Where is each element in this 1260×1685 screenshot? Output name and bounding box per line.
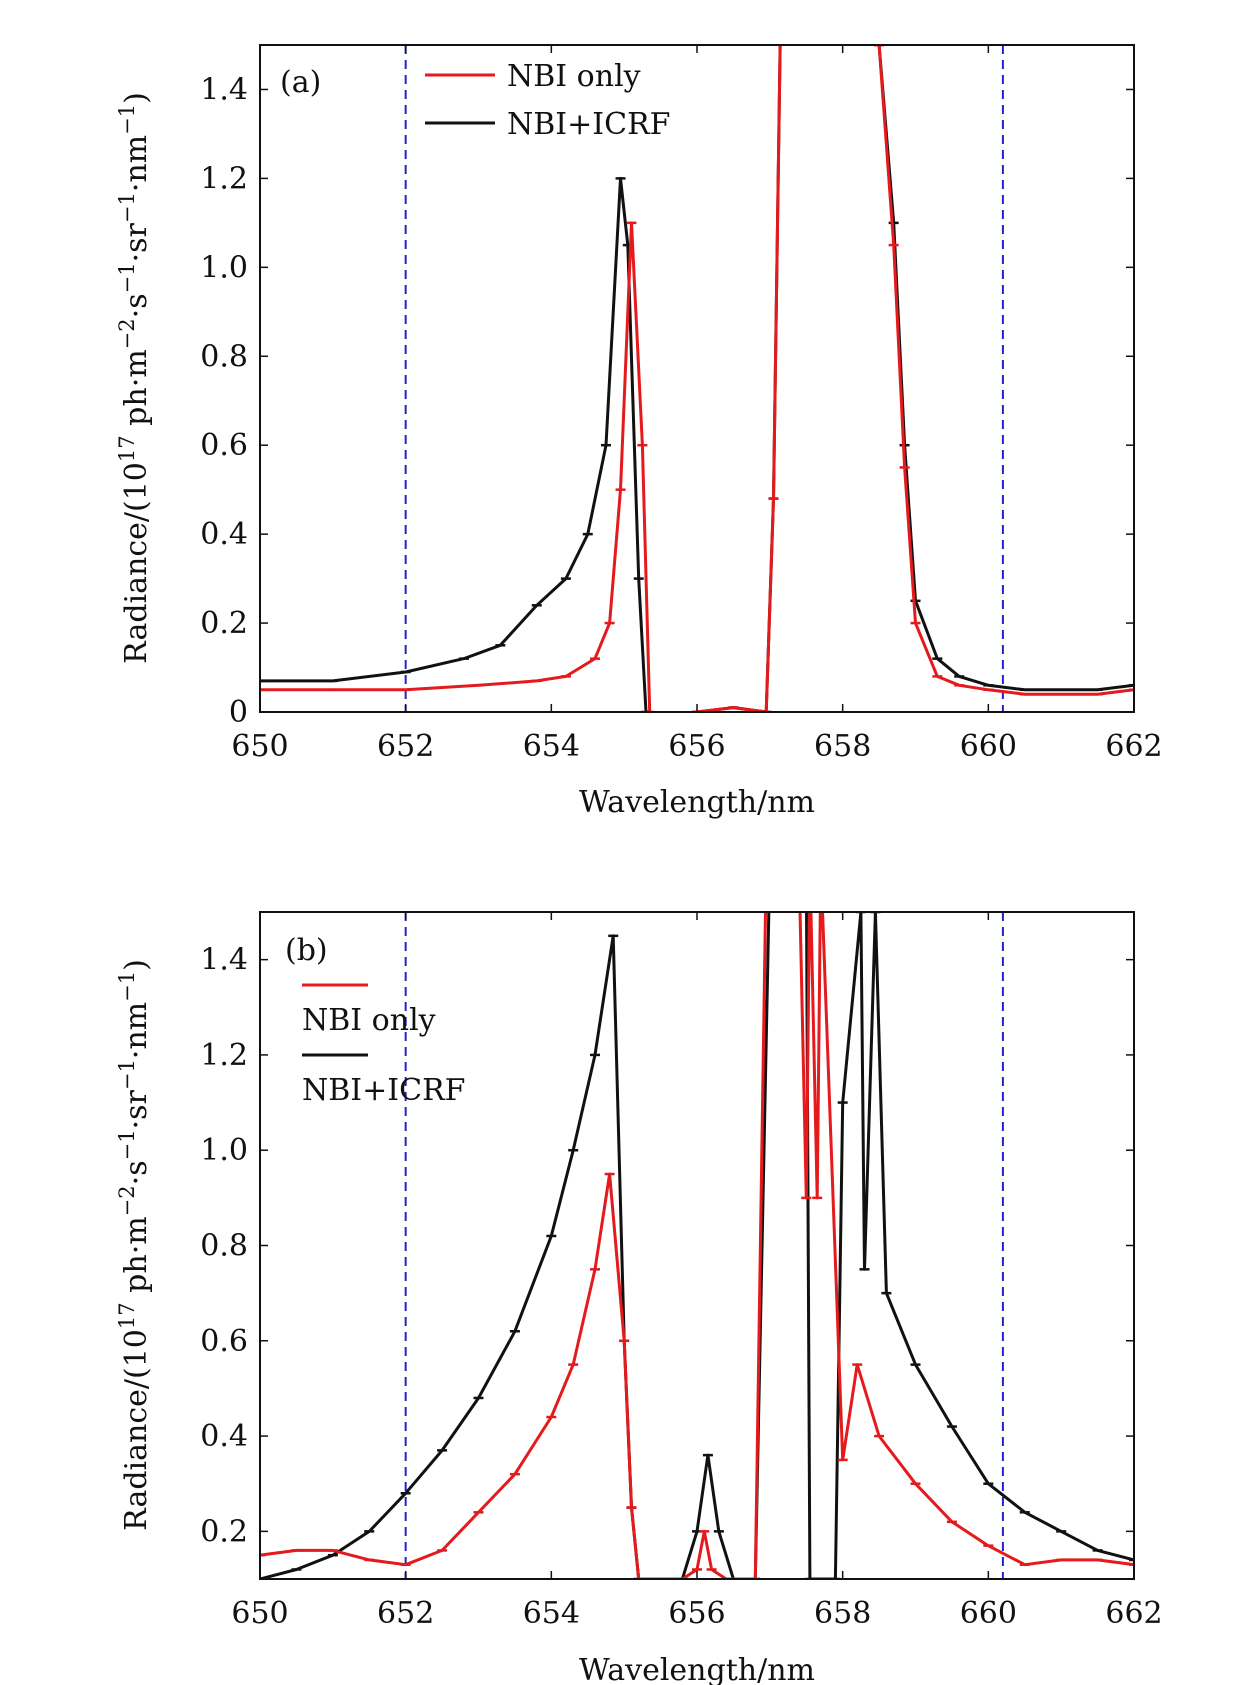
y-tick-label: 0.6 <box>200 1324 248 1359</box>
y-tick-label: 0.2 <box>200 606 248 641</box>
x-tick-label: 652 <box>377 1596 434 1631</box>
panel-b: 650 652 654 656 658 660 662 0.2 0.4 0.6 0.8 1.0 1.2 1… <box>115 911 1163 1685</box>
x-tick-label: 662 <box>1105 729 1162 764</box>
y-axis-title: Radiance/(1017 ph·m−2·s−1·sr−1·nm−1) <box>115 959 154 1531</box>
y-tick-label: 0.8 <box>200 1229 248 1264</box>
y-tick-label: 0.4 <box>200 517 248 552</box>
y-tick-label: 0.4 <box>200 1419 248 1454</box>
panel-label: (a) <box>280 65 321 100</box>
x-tick-label: 656 <box>668 729 725 764</box>
x-tick-label: 660 <box>960 1596 1017 1631</box>
x-axis-title: Wavelength/nm <box>579 785 815 820</box>
y-tick-label: 1.2 <box>200 161 248 196</box>
x-tick-label: 652 <box>377 729 434 764</box>
x-tick-label: 662 <box>1105 1596 1162 1631</box>
x-tick-label: 660 <box>960 729 1017 764</box>
y-tick-label: 1.4 <box>200 72 248 107</box>
x-axis-title: Wavelength/nm <box>579 1653 815 1685</box>
legend-label-nbi-icrf: NBI+ICRF <box>302 1073 466 1108</box>
y-tick-label: 1.0 <box>200 1133 248 1168</box>
x-tick-label: 654 <box>523 1596 580 1631</box>
y-tick-label: 1.4 <box>200 943 248 978</box>
legend-label-nbi-icrf: NBI+ICRF <box>507 107 671 142</box>
x-tick-label: 658 <box>814 729 871 764</box>
x-tick-label: 650 <box>231 729 288 764</box>
panel-label: (b) <box>285 933 328 968</box>
y-tick-label: 1.0 <box>200 250 248 285</box>
x-tick-label: 658 <box>814 1596 871 1631</box>
y-tick-label: 0.6 <box>200 428 248 463</box>
y-tick-label: 0.2 <box>200 1514 248 1549</box>
legend: NBI only NBI+ICRF <box>425 59 671 142</box>
legend-label-nbi-only: NBI only <box>302 1003 436 1038</box>
y-tick-label: 1.2 <box>200 1038 248 1073</box>
x-tick-label: 654 <box>523 729 580 764</box>
legend-label-nbi-only: NBI only <box>507 59 641 94</box>
y-axis-title: Radiance/(1017 ph·m−2·s−1·sr−1·nm−1) <box>115 92 154 664</box>
x-tick-label: 656 <box>668 1596 725 1631</box>
legend: NBI only NBI+ICRF <box>302 983 466 1108</box>
panel-a: 650 652 654 656 658 660 662 0 0.2 0.4 0.6 0.8 1.0 1.2… <box>115 44 1163 820</box>
y-tick-label: 0 <box>229 695 248 730</box>
y-tick-label: 0.8 <box>200 339 248 374</box>
x-tick-label: 650 <box>231 1596 288 1631</box>
